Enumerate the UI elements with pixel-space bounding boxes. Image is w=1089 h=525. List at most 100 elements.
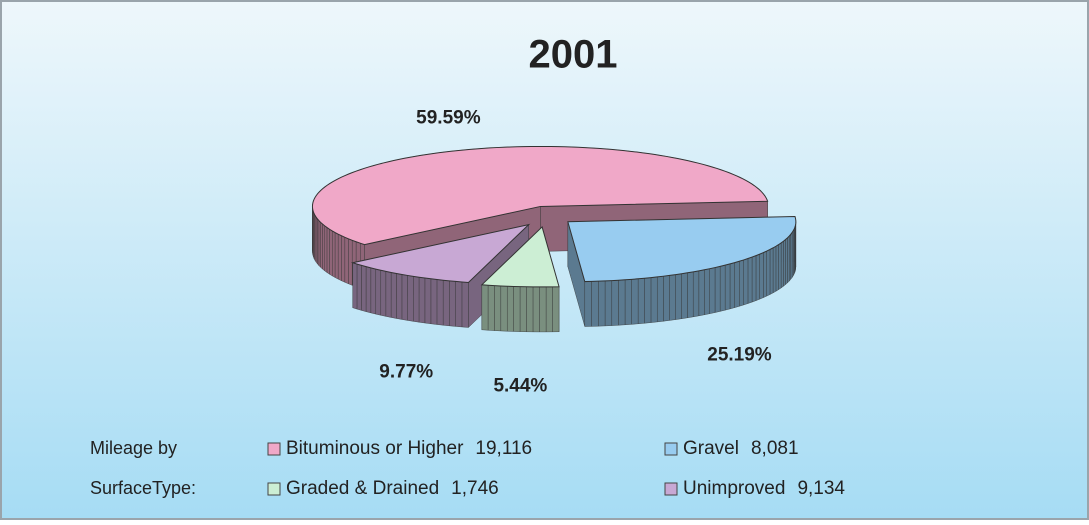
slice-side xyxy=(413,276,419,322)
slice-side xyxy=(431,279,437,325)
slice-side xyxy=(786,238,788,285)
slice-side xyxy=(739,260,743,306)
slice-side xyxy=(704,269,709,315)
slice-side xyxy=(540,287,546,332)
slice-side xyxy=(791,233,792,280)
data-label: 59.59% xyxy=(416,108,481,129)
slice-side xyxy=(419,277,425,323)
slice-side xyxy=(598,281,605,326)
slice-side xyxy=(773,246,776,293)
slice-side xyxy=(321,222,323,269)
slice-side xyxy=(592,281,599,326)
slice-side xyxy=(760,253,764,300)
slice-side xyxy=(625,279,632,324)
data-label: 5.44% xyxy=(493,376,547,397)
slice-side xyxy=(699,270,705,316)
slice-side xyxy=(348,239,352,285)
slice-side xyxy=(501,286,507,331)
slice-side xyxy=(789,234,791,281)
slice-side xyxy=(357,264,361,310)
slice-side xyxy=(605,281,612,326)
slice-side xyxy=(335,233,338,280)
slice-side xyxy=(748,257,752,303)
slice-side xyxy=(325,226,327,273)
slice-side xyxy=(763,251,766,298)
slice-side xyxy=(585,281,592,326)
slice-side xyxy=(332,231,335,278)
slice-side xyxy=(670,275,676,321)
legend-title: Mileage by xyxy=(90,438,177,458)
legend-value: 1,746 xyxy=(451,478,499,499)
slice-side xyxy=(787,236,789,283)
slice-side xyxy=(767,249,770,296)
slice-side xyxy=(381,270,386,316)
slice-side xyxy=(391,272,396,318)
slice-side xyxy=(376,269,381,315)
slice-side xyxy=(687,272,693,318)
slice-side xyxy=(657,276,663,322)
slice-side xyxy=(735,261,740,307)
slice-side xyxy=(437,280,443,326)
slice-side xyxy=(638,278,644,324)
legend-label: Gravel xyxy=(683,438,739,459)
slice-side xyxy=(546,287,552,332)
slice-side xyxy=(715,266,720,312)
slice-side xyxy=(507,286,513,331)
data-label: 25.19% xyxy=(707,344,772,365)
slice-side xyxy=(341,236,344,283)
slice-side xyxy=(779,243,782,290)
slice-side xyxy=(443,280,449,326)
slice-side xyxy=(752,256,756,302)
legend-value: 19,116 xyxy=(475,438,532,459)
slice-side xyxy=(693,271,699,317)
legend-swatch xyxy=(665,443,677,455)
legend-title: SurfaceType: xyxy=(90,478,196,498)
slice-side xyxy=(397,273,402,319)
slice-side xyxy=(710,268,715,314)
legend-swatch xyxy=(268,443,280,455)
slice-side xyxy=(319,221,321,268)
slice-side xyxy=(456,281,462,327)
slice-side xyxy=(676,274,682,320)
slice-side xyxy=(612,280,619,325)
slice-side xyxy=(488,285,494,330)
slice-side xyxy=(514,286,520,331)
legend-label: Unimproved xyxy=(683,478,785,499)
slice-side xyxy=(533,287,539,332)
legend-label: Bituminous or Higher xyxy=(286,438,464,459)
slice-side xyxy=(353,263,357,309)
data-label: 9.77% xyxy=(379,362,433,383)
slice-side xyxy=(482,285,488,330)
slice-side xyxy=(317,219,319,266)
slice-side xyxy=(744,259,748,305)
slice-side xyxy=(449,281,455,327)
legend-value: 8,081 xyxy=(751,438,799,459)
slice-side xyxy=(553,287,559,332)
slice-side xyxy=(756,254,760,300)
slice-side xyxy=(462,282,468,327)
legend-swatch xyxy=(665,483,677,495)
slice-side xyxy=(682,273,688,319)
slice-side xyxy=(651,277,657,323)
legend-label: Graded & Drained xyxy=(286,478,439,499)
slice-side xyxy=(371,268,376,314)
slice-side xyxy=(494,286,500,331)
slice-side xyxy=(362,265,367,311)
slice-side xyxy=(408,275,414,321)
slice-side xyxy=(783,240,785,287)
slice-side xyxy=(338,234,341,281)
slice-side xyxy=(776,245,779,292)
slice-side xyxy=(323,224,325,271)
chart-title: 2001 xyxy=(529,33,618,77)
slice-side xyxy=(781,241,783,288)
slice-side xyxy=(345,237,349,284)
slice-side xyxy=(327,228,330,275)
slice-side xyxy=(730,263,735,309)
slice-side xyxy=(645,278,651,324)
slice-side xyxy=(366,267,371,313)
slice-side xyxy=(386,271,391,317)
legend-value: 9,134 xyxy=(797,478,845,499)
slice-side xyxy=(527,287,533,332)
slice-side xyxy=(520,287,526,332)
slice-side xyxy=(770,248,773,295)
